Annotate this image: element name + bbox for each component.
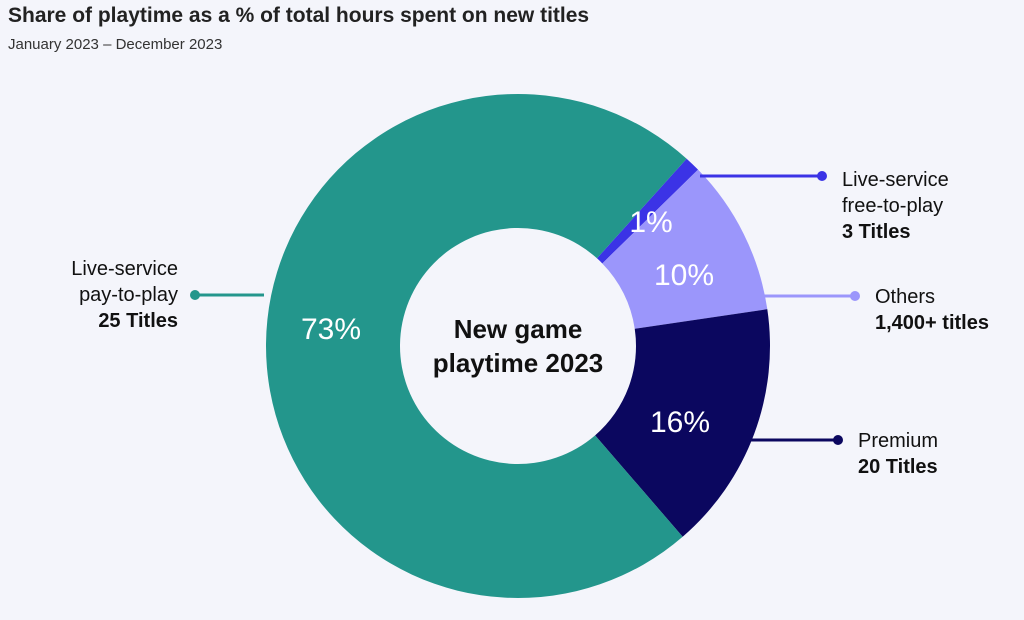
center-label-line-1: New game (453, 314, 583, 344)
chart-title: Share of playtime as a % of total hours … (8, 4, 590, 27)
slice-premium (595, 309, 771, 537)
slice-value-label: 1% (629, 206, 672, 239)
chart-subtitle: January 2023 – December 2023 (8, 36, 223, 53)
legend-pay-to-play-line2: pay-to-play (79, 284, 178, 306)
legend-others-count: 1,400+ titles (875, 312, 989, 334)
legend-free-to-play-line2: free-to-play (842, 195, 944, 217)
slice-live-service-free-to-play (596, 158, 699, 264)
slice-value-label: 16% (650, 406, 710, 439)
legend-others-line1: Others (875, 286, 936, 308)
slice-others (602, 169, 768, 329)
legend-free-to-play-count: 3 Titles (842, 221, 911, 243)
legend-free-to-play: Live-service free-to-play 3 Titles (842, 167, 949, 245)
slice-value-label: 10% (654, 259, 714, 292)
legend-pay-to-play-count: 25 Titles (98, 310, 178, 332)
legend-others: Others 1,400+ titles (875, 284, 989, 336)
leader-dot (817, 171, 827, 181)
legend-premium-line1: Premium (858, 430, 939, 452)
leader-dot (833, 435, 843, 445)
center-label-line-2: playtime 2023 (432, 348, 604, 378)
leader-dot (190, 290, 200, 300)
legend-pay-to-play: Live-service pay-to-play 25 Titles (20, 256, 178, 334)
slice-value-label: 73% (301, 313, 361, 346)
slice-live-service-pay-to-play (266, 94, 687, 598)
legend-free-to-play-line1: Live-service (842, 169, 949, 191)
legend-premium-count: 20 Titles (858, 456, 938, 478)
leader-dot (850, 291, 860, 301)
donut-center-label: New game playtime 2023 (388, 312, 648, 380)
legend-premium: Premium 20 Titles (858, 428, 938, 480)
legend-pay-to-play-line1: Live-service (71, 258, 178, 280)
